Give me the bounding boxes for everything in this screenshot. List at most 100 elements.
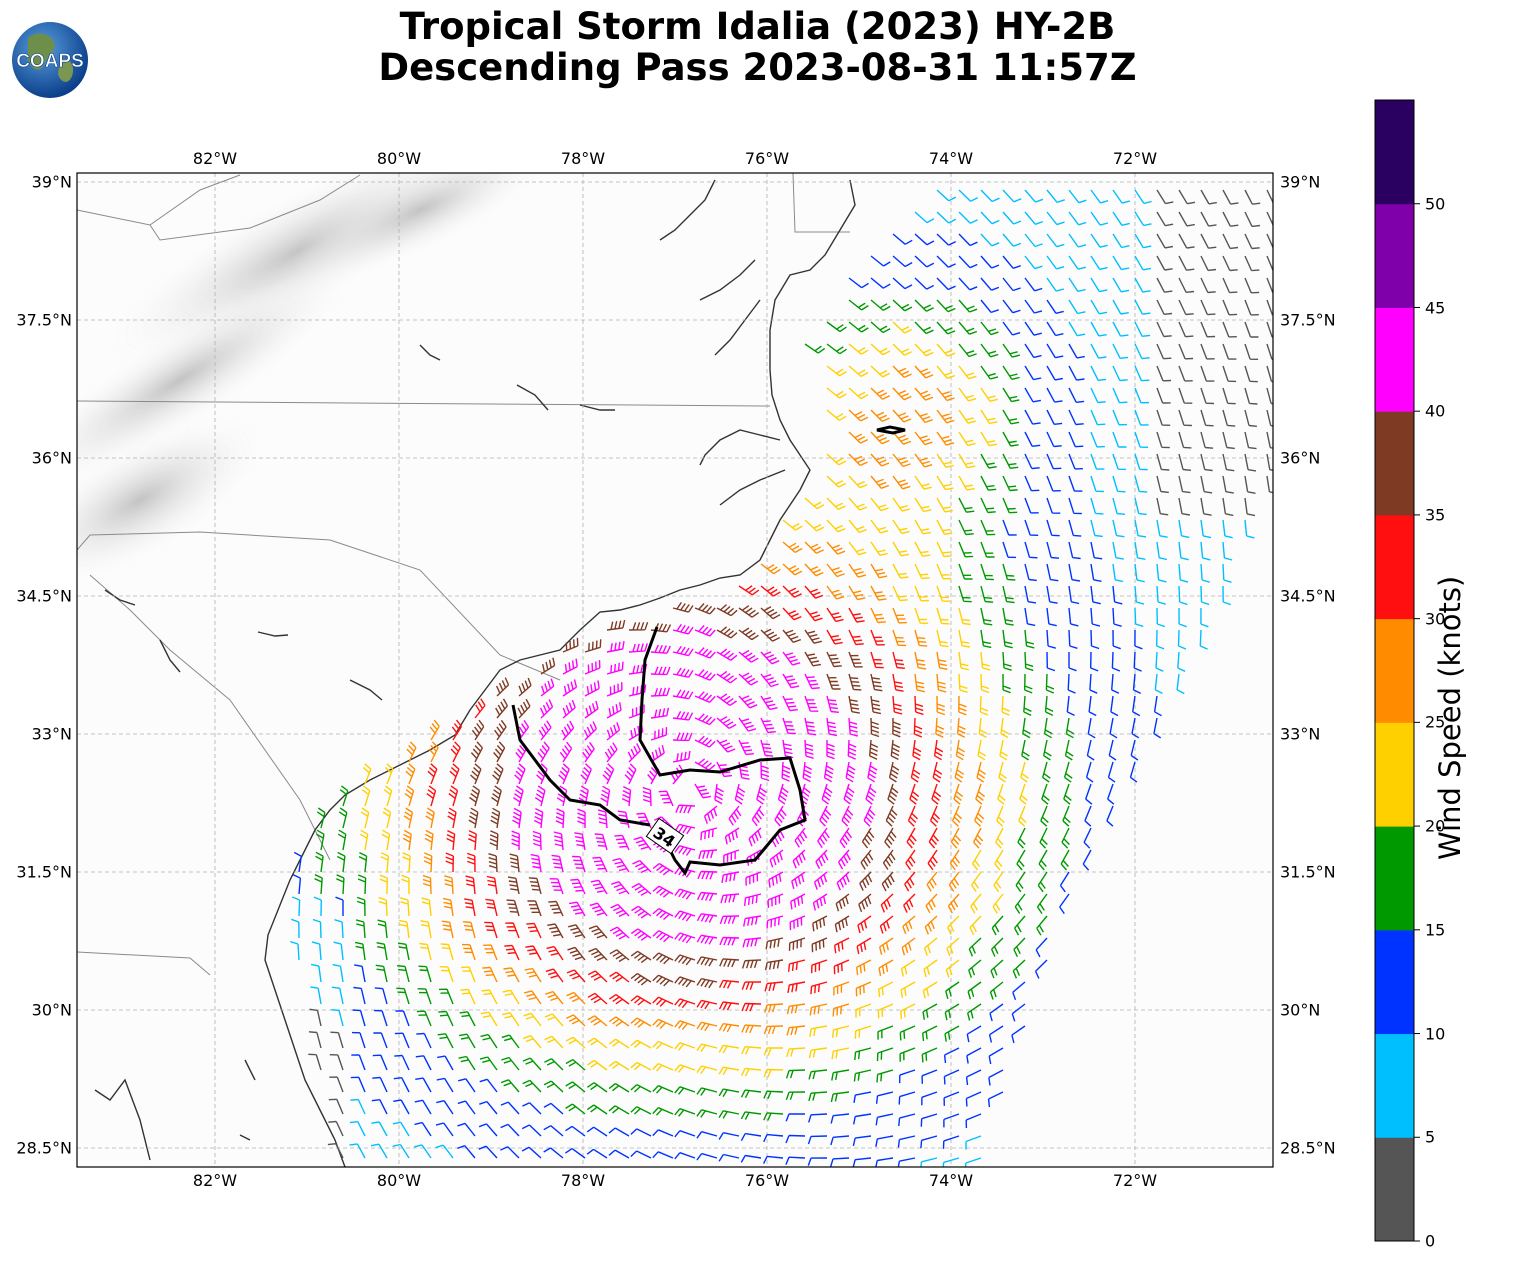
wind-barb — [980, 629, 992, 649]
wind-barb — [907, 805, 918, 827]
wind-barb — [920, 1135, 938, 1149]
wind-barb — [1082, 849, 1092, 871]
wind-barb — [740, 1067, 762, 1077]
wind-barb — [674, 976, 696, 988]
wind-barb — [936, 387, 955, 402]
wind-barb — [974, 805, 985, 827]
wind-barb — [861, 827, 875, 849]
wind-barb — [936, 343, 956, 357]
wind-barb — [597, 809, 608, 829]
wind-barb — [718, 1001, 740, 1011]
wind-barb — [794, 827, 808, 848]
wind-barb — [530, 853, 542, 873]
wind-barb — [672, 602, 694, 613]
wind-barb — [848, 651, 863, 668]
wind-barb — [351, 1054, 366, 1071]
wind-barb — [826, 563, 845, 578]
wind-barb — [848, 299, 869, 311]
wind-barb — [958, 211, 978, 224]
wind-barb — [808, 1047, 828, 1059]
wind-barb — [848, 431, 869, 444]
wind-barb — [1108, 739, 1117, 761]
wind-barb — [813, 871, 828, 890]
wind-barb — [1086, 739, 1095, 761]
wind-barb — [914, 277, 935, 290]
wind-barb — [1134, 629, 1143, 650]
wind-barb — [892, 695, 903, 715]
wind-barb — [1112, 211, 1130, 226]
wind-barb — [332, 963, 344, 983]
wind-barb — [336, 851, 346, 873]
wind-barb — [1039, 827, 1048, 849]
wind-barb — [1000, 717, 1009, 739]
wind-barb — [946, 937, 960, 957]
wind-barb — [892, 563, 909, 579]
lat-tick-left: 31.5°N — [16, 862, 72, 882]
wind-barb — [1068, 189, 1087, 204]
colorbar-tick: 25 — [1425, 712, 1446, 732]
wind-barb — [764, 959, 784, 971]
wind-barb — [462, 921, 476, 939]
wind-barb — [543, 1147, 564, 1159]
wind-barb — [652, 863, 674, 876]
wind-barb — [674, 998, 696, 1009]
wind-barb — [628, 643, 648, 653]
wind-barb — [914, 695, 924, 716]
wind-barb — [972, 827, 984, 849]
wind-barb — [848, 673, 862, 691]
wind-barb — [741, 1046, 762, 1055]
wind-barb — [694, 603, 716, 615]
wind-barb — [608, 1016, 630, 1027]
wind-barb — [980, 497, 996, 514]
wind-barb — [449, 763, 460, 785]
wind-barb — [826, 519, 846, 533]
wind-barb — [870, 365, 891, 378]
wind-barb — [1178, 365, 1193, 382]
wind-barb — [494, 719, 507, 741]
wind-barb — [611, 881, 630, 895]
wind-barb — [565, 1148, 586, 1159]
wind-barb — [376, 942, 388, 961]
wind-barb — [826, 497, 846, 511]
wind-barb — [1112, 585, 1123, 605]
wind-barb — [921, 1091, 938, 1106]
wind-barb — [1156, 299, 1173, 315]
wind-barb — [1178, 607, 1187, 628]
wind-barb — [817, 827, 830, 848]
wind-barb — [447, 807, 457, 829]
wind-barb — [1087, 717, 1096, 739]
wind-barb — [470, 741, 484, 763]
wind-barb — [1266, 299, 1273, 316]
wind-barb — [716, 626, 738, 639]
wind-barb — [892, 519, 910, 535]
wind-barb — [932, 761, 943, 783]
wind-barb — [1156, 563, 1167, 583]
wind-barb — [451, 719, 463, 741]
wind-barb — [1200, 189, 1217, 205]
wind-barb — [479, 1100, 498, 1115]
wind-barb — [826, 651, 842, 668]
wind-barb — [545, 990, 564, 1005]
wind-barb — [804, 739, 814, 759]
wind-barb — [703, 805, 718, 824]
wind-barb — [525, 945, 542, 961]
wind-barb — [1090, 431, 1105, 448]
wind-barb — [931, 783, 942, 805]
wind-barb — [892, 607, 907, 624]
wind-barb — [808, 1113, 828, 1123]
wind-barb — [958, 343, 977, 358]
wind-barb — [1200, 497, 1212, 516]
wind-barb — [892, 629, 907, 647]
wind-barb — [782, 585, 802, 598]
wind-barb — [790, 893, 806, 910]
wind-barb — [899, 1069, 916, 1084]
wind-barb — [980, 475, 997, 491]
wind-barb — [334, 919, 344, 939]
wind-barb — [418, 965, 432, 983]
wind-barb — [943, 1069, 960, 1085]
wind-barb — [870, 629, 885, 646]
wind-barb — [826, 695, 839, 713]
lat-tick-right: 36°N — [1280, 448, 1321, 468]
wind-barb — [630, 1061, 652, 1071]
wind-barb — [540, 678, 555, 697]
